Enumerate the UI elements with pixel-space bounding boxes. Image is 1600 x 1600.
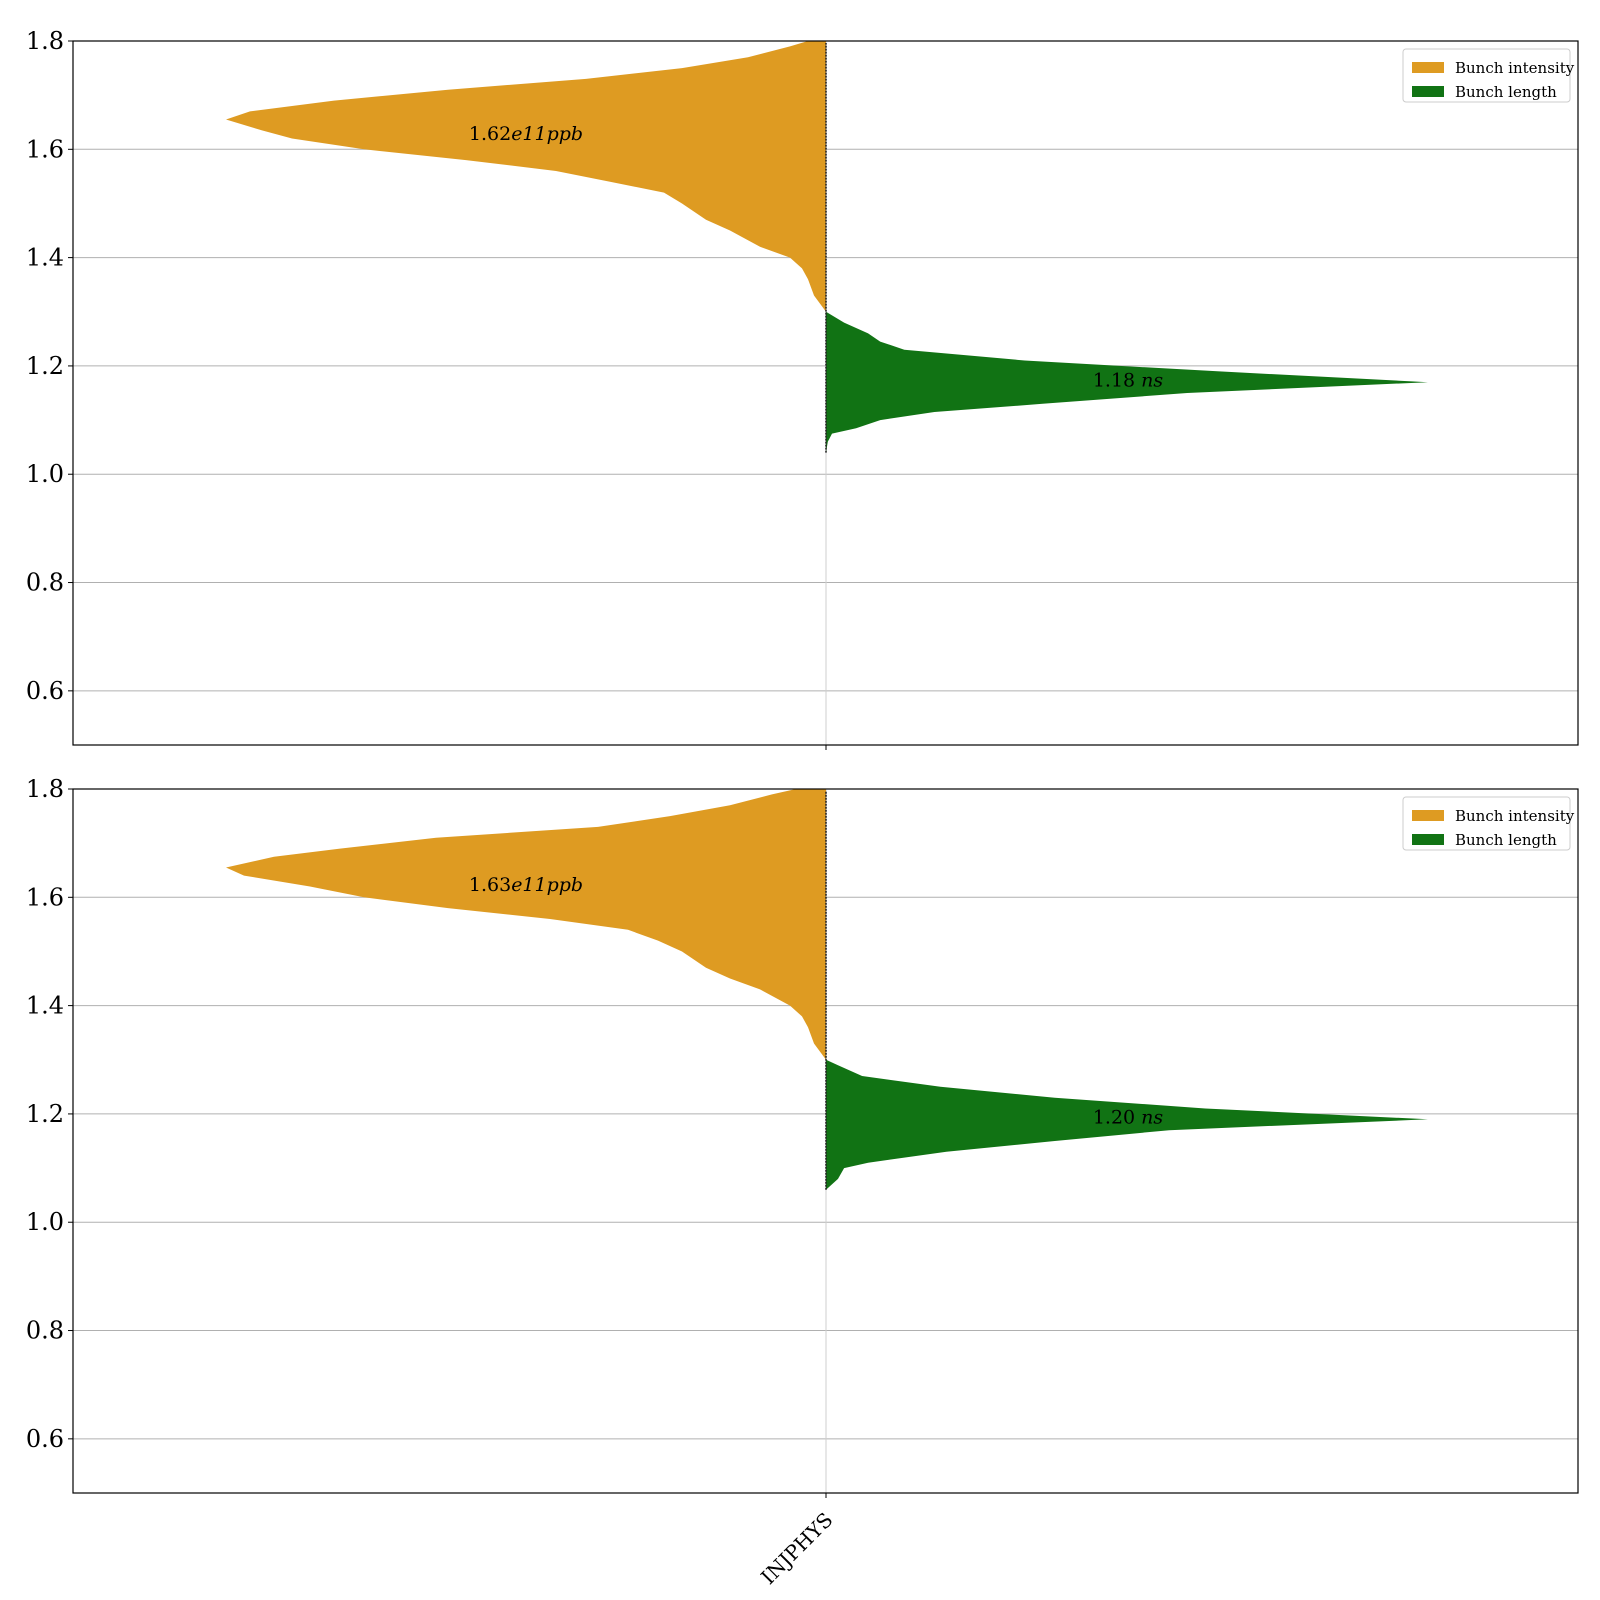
legend-label-intensity: Bunch intensity (1455, 807, 1575, 825)
legend-label-intensity: Bunch intensity (1455, 59, 1575, 77)
annotation-unit: ns (1135, 369, 1163, 391)
y-tick-label: 1.6 (26, 135, 64, 163)
annotation-intensity: 1.63e11ppb (469, 874, 583, 896)
legend-swatch-intensity (1412, 810, 1444, 821)
chart-panel-1: 0.6 0.8 1.0 1.2 1.4 1.6 1.8 1.62e11ppb 1.18 ns Bu… (26, 27, 1579, 750)
annotation-unit: e11ppb (511, 874, 583, 896)
y-tick-label: 1.8 (26, 775, 64, 803)
annotation-length: 1.18 ns (1093, 369, 1164, 391)
y-tick-label: 0.8 (26, 569, 64, 597)
y-tick-label: 0.8 (26, 1317, 64, 1345)
annotation-value: 1.63 (469, 874, 511, 896)
y-tick-label: 0.6 (26, 677, 64, 705)
y-tick-label: 1.0 (26, 1208, 64, 1236)
legend-label-length: Bunch length (1455, 83, 1557, 101)
annotation-unit: e11ppb (511, 123, 583, 145)
y-tick-label: 1.8 (26, 27, 64, 55)
legend-box (1402, 48, 1571, 103)
legend-swatch-length (1412, 86, 1444, 97)
annotation-value: 1.18 (1093, 369, 1135, 391)
y-tick-label: 1.2 (26, 352, 64, 380)
y-tick-label: 1.4 (26, 992, 64, 1020)
annotation-value: 1.20 (1093, 1107, 1135, 1129)
violin-length (826, 1059, 1428, 1190)
legend-swatch-intensity (1412, 62, 1444, 73)
chart-panel-2: 0.6 0.8 1.0 1.2 1.4 1.6 1.8 1.63e11ppb 1.20 ns Bu… (26, 775, 1579, 1589)
legend: Bunch intensity Bunch length (1402, 796, 1575, 851)
violin-length (826, 311, 1428, 453)
annotation-unit: ns (1135, 1107, 1163, 1129)
y-tick-label: 0.6 (26, 1425, 64, 1453)
legend: Bunch intensity Bunch length (1402, 48, 1575, 103)
legend-swatch-length (1412, 834, 1444, 845)
y-tick-label: 1.0 (26, 460, 64, 488)
x-tick-label: INJPHYS (756, 1508, 837, 1589)
legend-label-length: Bunch length (1455, 831, 1557, 849)
violin-intensity (226, 41, 826, 312)
y-tick-label: 1.4 (26, 244, 64, 272)
y-tick-label: 1.2 (26, 1100, 64, 1128)
annotation-length: 1.20 ns (1093, 1107, 1164, 1129)
violin-intensity (226, 789, 826, 1060)
annotation-intensity: 1.62e11ppb (469, 123, 583, 145)
y-tick-label: 1.6 (26, 883, 64, 911)
legend-box (1402, 796, 1571, 851)
annotation-value: 1.62 (469, 123, 511, 145)
